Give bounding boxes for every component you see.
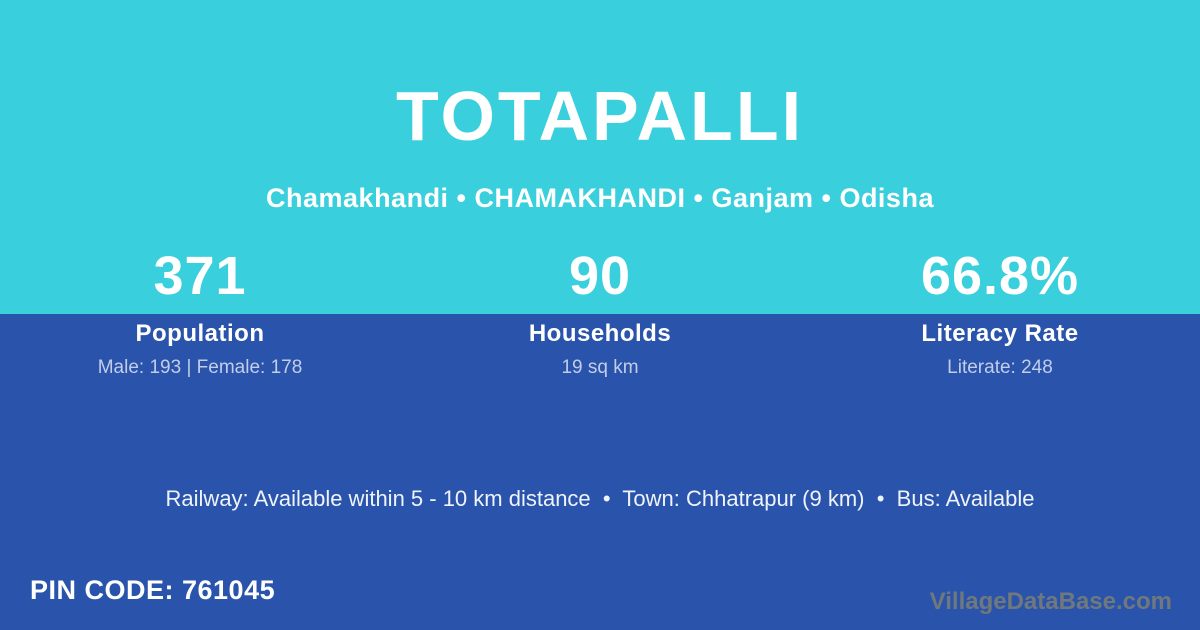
village-title: TOTAPALLI [395, 77, 805, 155]
pin-code: PIN CODE: 761045 [30, 575, 276, 605]
stat-literacy: 66.8% Literacy Rate Literate: 248 [800, 245, 1200, 379]
literacy-label: Literacy Rate [921, 320, 1079, 348]
village-location-breadcrumb: Chamakhandi • CHAMAKHANDI • Ganjam • Odi… [266, 183, 934, 213]
literacy-value: 66.8% [920, 246, 1080, 306]
population-value: 371 [153, 246, 247, 306]
bottom-background [0, 314, 1200, 630]
transport-info-line: Railway: Available within 5 - 10 km dist… [165, 486, 1035, 511]
site-watermark: VillageDataBase.com [929, 588, 1172, 615]
population-label: Population [135, 320, 265, 348]
stat-households: 90 Households 19 sq km [400, 245, 800, 379]
literacy-detail: Literate: 248 [947, 357, 1053, 379]
households-label: Households [528, 320, 672, 348]
households-value: 90 [568, 246, 632, 306]
top-background [0, 0, 1200, 314]
households-detail: 19 sq km [561, 357, 639, 379]
stat-population: 371 Population Male: 193 | Female: 178 [0, 245, 400, 379]
stats-row: 371 Population Male: 193 | Female: 178 9… [0, 245, 1200, 379]
population-detail: Male: 193 | Female: 178 [97, 357, 303, 379]
